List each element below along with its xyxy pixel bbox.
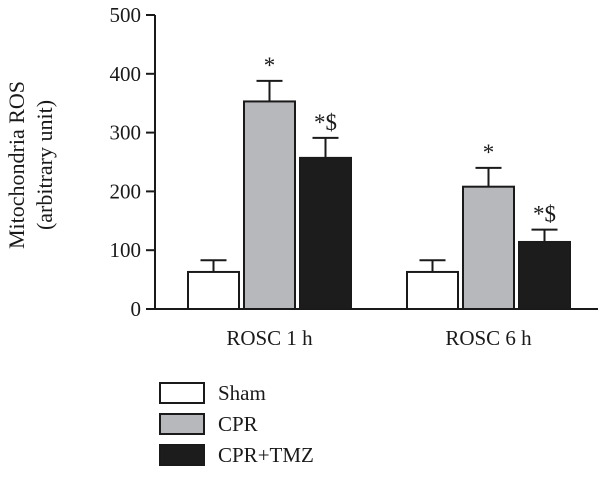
legend-label: Sham bbox=[218, 381, 266, 405]
bar-cpr-tmz bbox=[299, 156, 352, 310]
legend: Sham CPR CPR+TMZ bbox=[159, 381, 314, 467]
bar-cpr bbox=[243, 100, 296, 310]
bar-sham bbox=[187, 270, 240, 310]
y-tick-label: 300 bbox=[110, 121, 142, 145]
x-category-label: ROSC 6 h bbox=[445, 326, 532, 350]
y-tick-label: 400 bbox=[110, 62, 142, 86]
legend-swatch bbox=[159, 444, 205, 466]
legend-swatch bbox=[159, 413, 205, 435]
y-tick-label: 100 bbox=[110, 238, 142, 262]
significance-marker: * bbox=[264, 53, 276, 78]
legend-swatch bbox=[159, 382, 205, 404]
x-axis: ROSC 1 h ROSC 6 h bbox=[155, 308, 598, 350]
y-tick-label: 200 bbox=[110, 179, 142, 203]
bar-cpr-tmz bbox=[518, 240, 571, 310]
bar-sham bbox=[406, 270, 459, 310]
bars: * *$ * *$ bbox=[187, 53, 571, 310]
legend-label: CPR bbox=[218, 412, 258, 436]
y-tick-label: 0 bbox=[131, 297, 142, 321]
significance-marker: *$ bbox=[314, 110, 337, 135]
bar-cpr bbox=[462, 185, 515, 310]
legend-label: CPR+TMZ bbox=[218, 443, 314, 467]
significance-marker: *$ bbox=[533, 202, 556, 227]
y-tick-label: 500 bbox=[110, 3, 142, 27]
significance-marker: * bbox=[483, 140, 495, 165]
x-category-label: ROSC 1 h bbox=[226, 326, 313, 350]
y-axis: 0 100 200 300 400 500 bbox=[110, 3, 156, 321]
y-axis-title-line-1: Mitochondria ROS bbox=[4, 81, 29, 249]
y-axis-title-line-2: (arbitrary unit) bbox=[32, 100, 57, 230]
y-axis-title: Mitochondria ROS (arbitrary unit) bbox=[4, 81, 57, 249]
